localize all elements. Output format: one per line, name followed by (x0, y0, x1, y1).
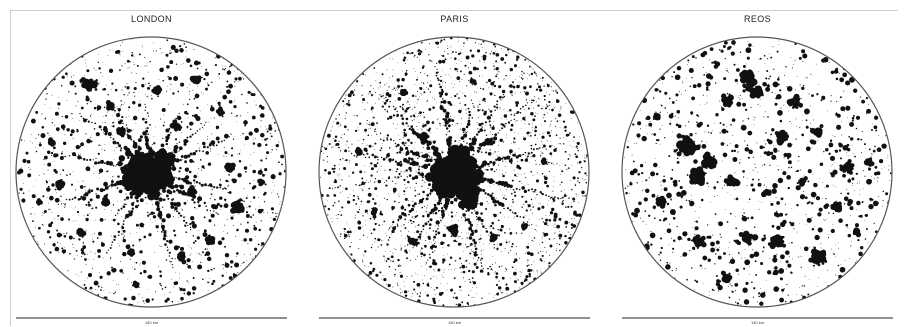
london-urban-footprint-map (0, 0, 303, 327)
scale-label-london: 140 km (0, 320, 303, 325)
scale-label-paris: 140 km (303, 320, 606, 325)
reos-urban-footprint-map (606, 0, 909, 327)
panel-title-london: LONDON (0, 14, 303, 24)
panel-title-paris: PARIS (303, 14, 606, 24)
map-panel-london: LONDON 140 km (0, 0, 303, 327)
map-panel-reos: REOS 140 km (606, 0, 909, 327)
panel-title-reos: REOS (606, 14, 909, 24)
paris-urban-footprint-map (303, 0, 606, 327)
scale-label-reos: 140 km (606, 320, 909, 325)
map-panel-paris: PARIS 140 km (303, 0, 606, 327)
